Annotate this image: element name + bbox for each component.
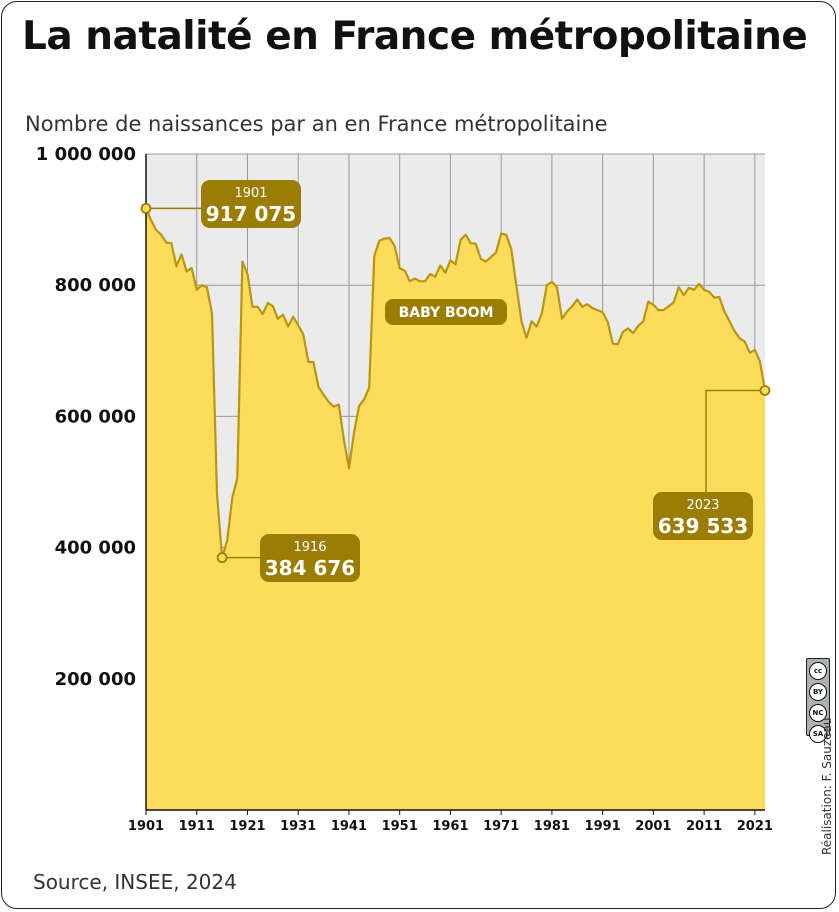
chart-title: La natalité en France métropolitaine xyxy=(22,14,808,59)
x-tick-label: 1911 xyxy=(179,819,215,834)
callout-year: 2023 xyxy=(686,498,719,513)
callout-box xyxy=(260,534,360,582)
x-tick-label: 2021 xyxy=(737,819,773,834)
x-tick-label: 1961 xyxy=(432,819,468,834)
callout-value: 917 075 xyxy=(206,202,296,226)
callout-value: 384 676 xyxy=(265,556,355,580)
cc-by-icon: BY xyxy=(809,683,827,701)
x-tick-label: 1991 xyxy=(585,819,621,834)
author-credit: Réalisation: F. Sauzeau xyxy=(820,717,834,855)
y-tick-label: 200 000 xyxy=(55,669,136,690)
axes xyxy=(145,154,765,811)
y-tick-label: 600 000 xyxy=(55,406,136,427)
callout-marker xyxy=(216,552,228,564)
x-tick-label: 2001 xyxy=(635,819,671,834)
y-tick-label: 400 000 xyxy=(55,538,136,559)
x-tick-label: 1941 xyxy=(331,819,367,834)
y-tick-label: 800 000 xyxy=(55,275,136,296)
chart-subtitle: Nombre de naissances par an en France mé… xyxy=(25,112,608,136)
cc-nc-icon: NC xyxy=(809,704,827,722)
callout-leader xyxy=(705,389,765,496)
x-tick-label: 1971 xyxy=(483,819,519,834)
callout-box xyxy=(201,180,301,228)
x-tick-labels: 1901 1911 1921 1931 1941 1951 1961 1971 1981 1991… xyxy=(128,810,773,834)
baby-boom-badge xyxy=(385,299,507,325)
y-tick-label: 1 000 000 xyxy=(36,144,136,165)
births-area xyxy=(146,208,765,810)
births-line xyxy=(144,207,767,559)
x-tick-label: 1931 xyxy=(280,819,316,834)
x-tick-label: 1951 xyxy=(382,819,418,834)
baby-boom-text: BABY BOOM xyxy=(399,305,494,321)
callout-marker xyxy=(140,202,152,214)
x-tick-label: 2011 xyxy=(686,819,722,834)
cc-logo-icon: cc xyxy=(809,662,827,680)
callout-value: 639 533 xyxy=(658,514,748,538)
y-tick-labels: 200 000 400 000 600 000 800 000 1 000 000 xyxy=(36,144,136,690)
creative-commons-icon: cc BY NC SA xyxy=(806,658,830,743)
x-tick-label: 1901 xyxy=(128,819,164,834)
x-tick-label: 1981 xyxy=(534,819,570,834)
callout-box xyxy=(653,492,753,540)
callout-year: 1916 xyxy=(293,540,326,555)
source-note: Source, INSEE, 2024 xyxy=(33,870,237,894)
x-tick-label: 1921 xyxy=(229,819,265,834)
callout-marker xyxy=(759,385,771,396)
baby-boom-label: BABY BOOM xyxy=(385,299,507,325)
cc-sa-icon: SA xyxy=(809,725,827,743)
callout-year: 1901 xyxy=(234,186,267,201)
